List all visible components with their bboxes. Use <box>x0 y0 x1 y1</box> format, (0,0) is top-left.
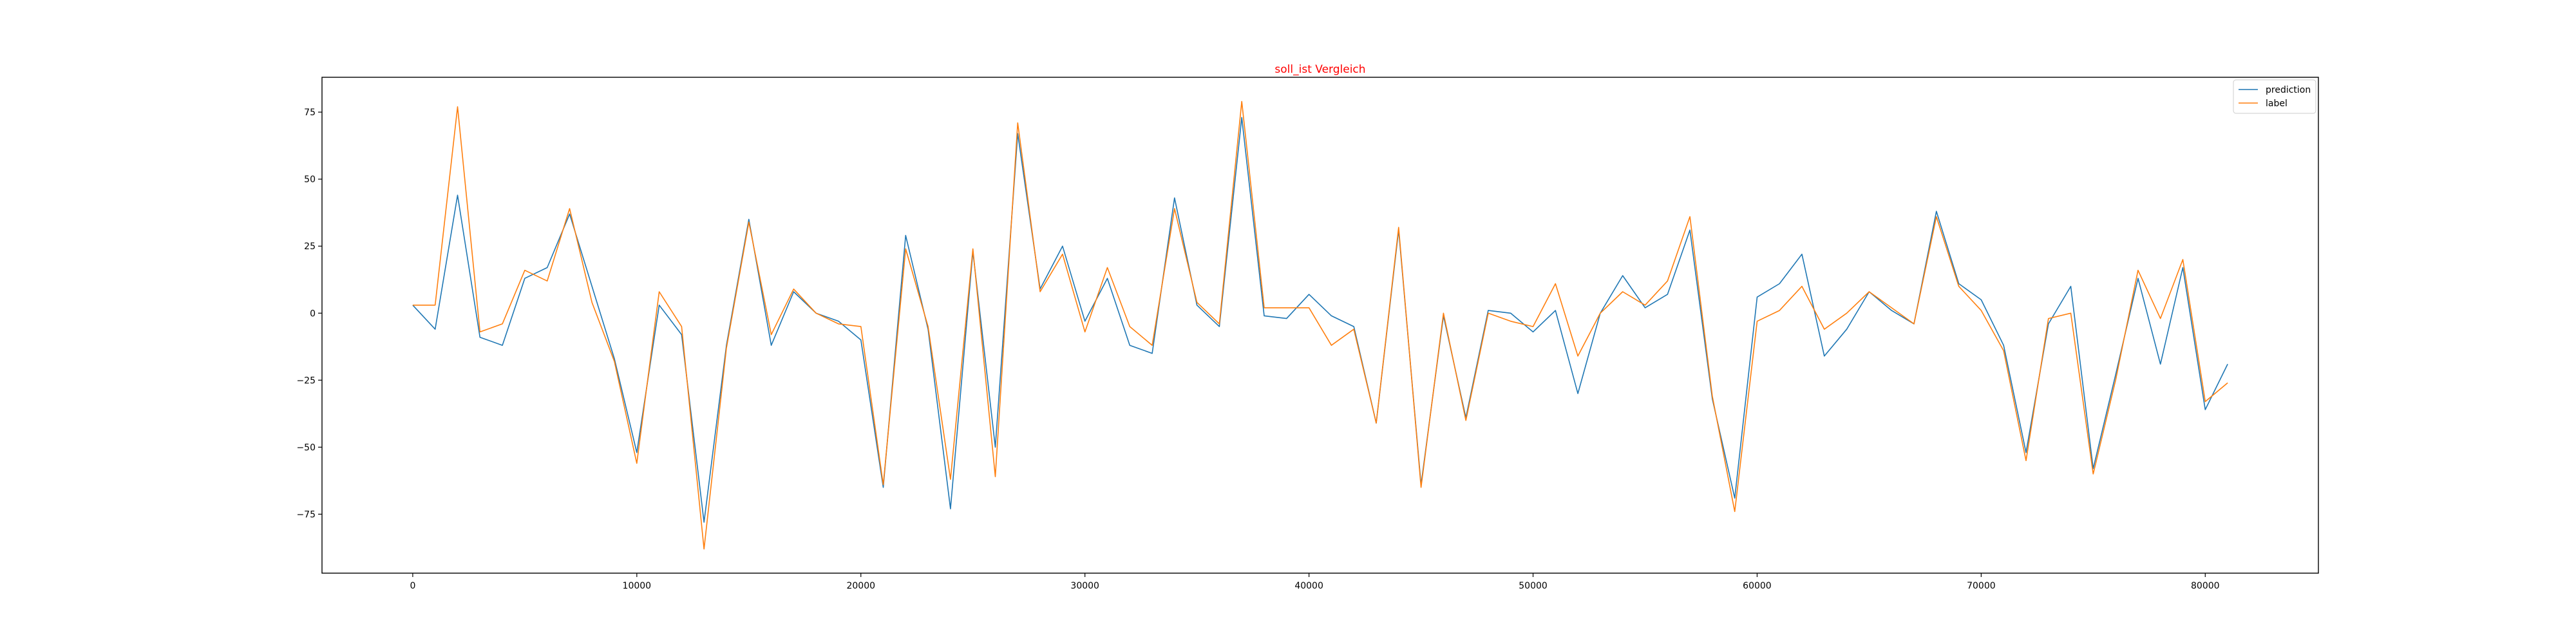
y-tick-label: 0 <box>310 308 316 319</box>
chart-title: soll_ist Vergleich <box>1274 63 1365 76</box>
legend-label-prediction: prediction <box>2266 85 2311 95</box>
axes-frame <box>321 77 2319 574</box>
x-tick-label: 60000 <box>1743 581 1772 591</box>
x-axis: 0 10000 20000 30000 40000 50000 60000 70000 8000… <box>410 573 2220 591</box>
plot-area <box>321 77 2319 574</box>
y-tick-label: 75 <box>304 108 316 118</box>
x-tick-label: 40000 <box>1294 581 1323 591</box>
x-tick-label: 30000 <box>1070 581 1099 591</box>
x-tick-label: 80000 <box>2191 581 2220 591</box>
series-layer <box>412 100 2228 550</box>
y-tick-label: −50 <box>296 442 316 453</box>
y-axis: −75 −50 −25 0 25 50 75 <box>296 108 322 520</box>
legend: prediction label <box>2233 79 2316 114</box>
y-tick-label: −25 <box>296 375 316 386</box>
x-tick-label: 70000 <box>1967 581 1996 591</box>
x-tick-label: 20000 <box>846 581 875 591</box>
legend-label-label: label <box>2266 99 2287 109</box>
series-line-label <box>412 100 2228 550</box>
x-tick-label: 10000 <box>623 581 652 591</box>
y-tick-label: −75 <box>296 509 316 520</box>
series-line-prediction <box>412 117 2228 523</box>
y-tick-label: 25 <box>304 242 316 252</box>
y-tick-label: 50 <box>304 175 316 185</box>
x-tick-label: 50000 <box>1519 581 1548 591</box>
x-tick-label: 0 <box>410 581 415 591</box>
legend-box <box>2233 79 2316 114</box>
